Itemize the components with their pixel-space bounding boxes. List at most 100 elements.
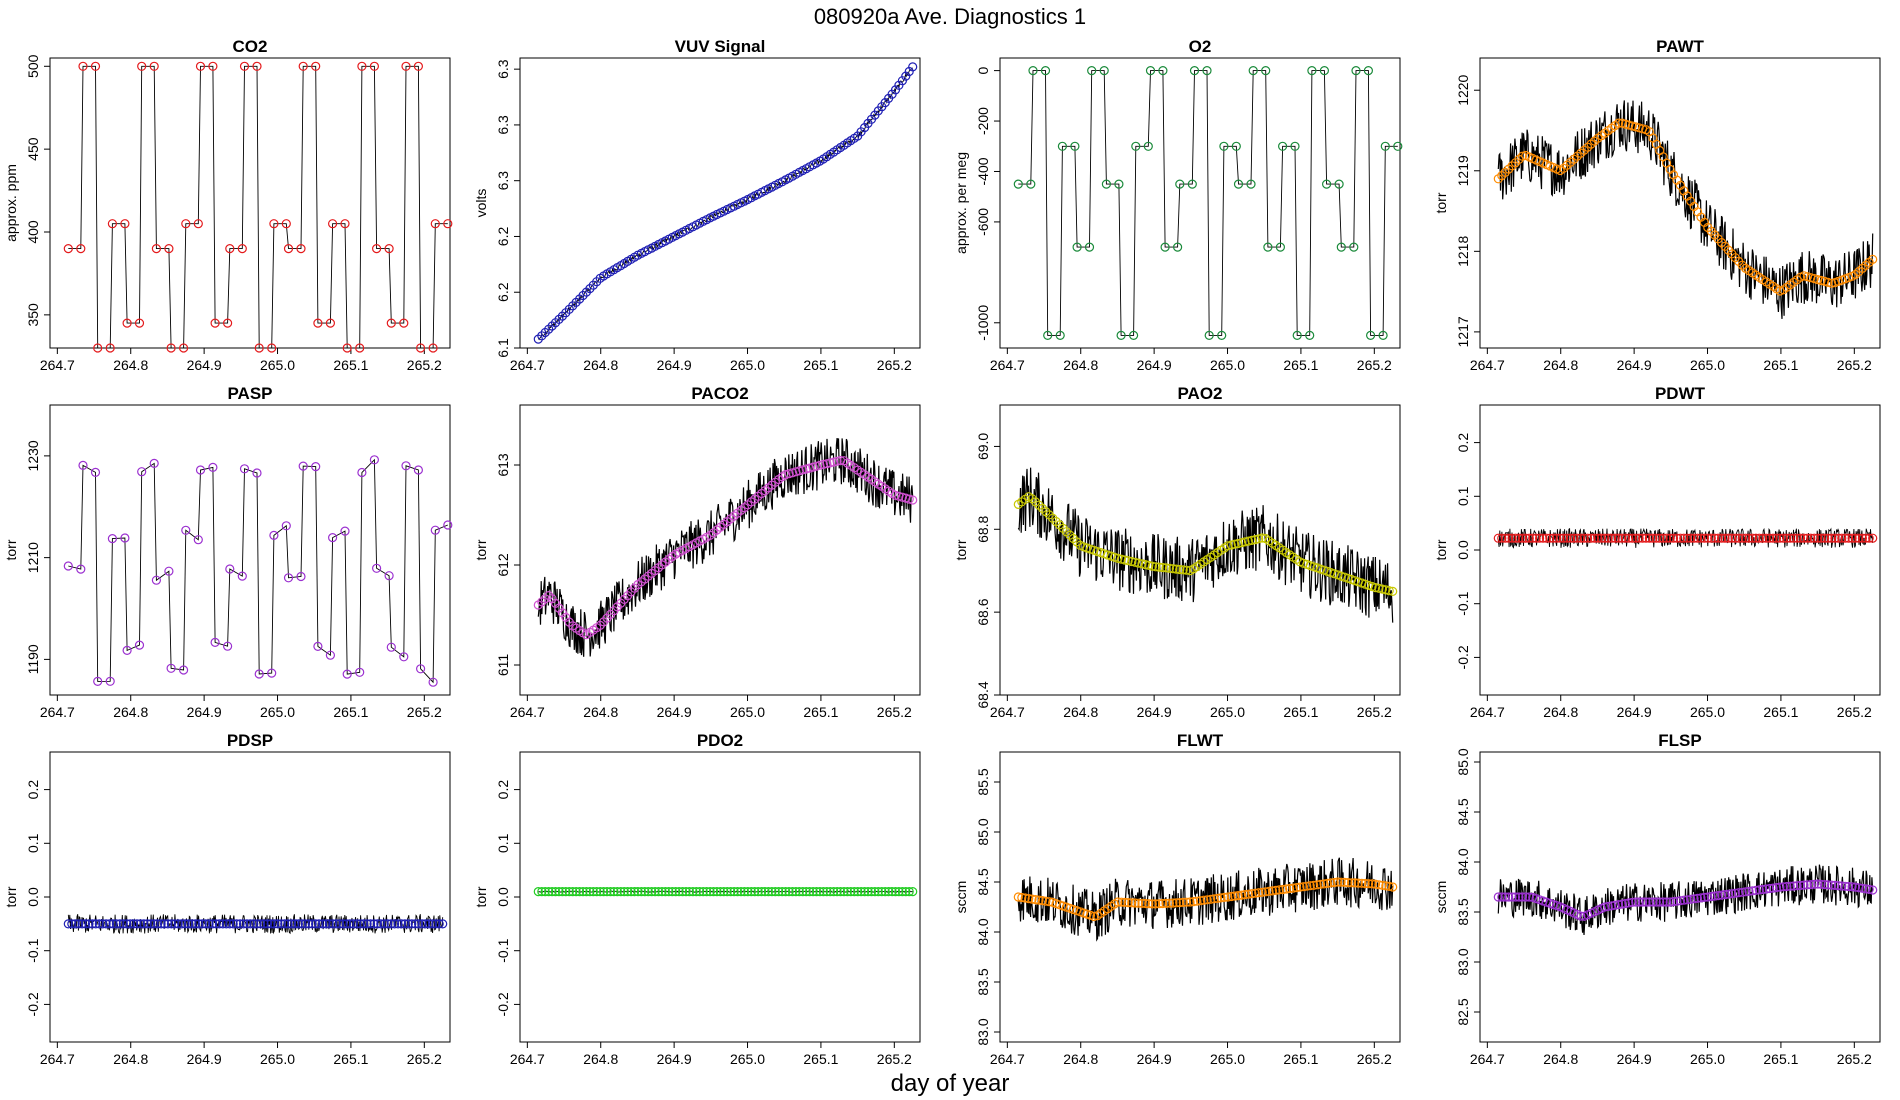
data-point <box>1202 65 1212 76</box>
data-point <box>1826 880 1837 890</box>
data-point <box>873 886 883 897</box>
data-point <box>1586 533 1596 543</box>
data-point <box>146 919 156 929</box>
y-tick-label: -600 <box>975 208 991 236</box>
data-point <box>1737 887 1747 897</box>
data-point <box>1290 141 1300 151</box>
data-point <box>1321 179 1332 189</box>
panel-title: PDSP <box>227 731 273 750</box>
data-point <box>1840 533 1850 543</box>
data-point <box>1233 538 1243 549</box>
data-point <box>1206 894 1216 904</box>
data-point <box>438 919 448 929</box>
data-point <box>93 343 103 353</box>
y-tick-label: 1218 <box>1455 236 1471 267</box>
data-point <box>822 886 832 897</box>
x-tick-label: 265.1 <box>1763 357 1798 373</box>
data-point <box>1178 565 1188 575</box>
panel-pao2: PAO2 torr 68.4 68.6 68.8 69.0 264.7 264.8 264.9 2… <box>953 384 1401 720</box>
data-point <box>877 886 887 897</box>
data-point <box>1672 896 1682 906</box>
data-point <box>705 886 715 897</box>
y-tick-label: 6.3 <box>495 171 511 191</box>
x-tick-label: 265.2 <box>1357 704 1392 720</box>
data-point <box>1816 533 1826 543</box>
data-point <box>1692 533 1703 543</box>
data-point <box>1514 892 1524 902</box>
data-point <box>1744 886 1754 896</box>
data-point <box>1133 898 1144 908</box>
x-tick-label: 265.0 <box>1690 704 1725 720</box>
data-point <box>1128 330 1139 340</box>
data-point <box>1084 242 1095 252</box>
x-tick-label: 265.2 <box>407 704 442 720</box>
data-point <box>372 563 382 573</box>
data-point <box>780 886 791 897</box>
data-point <box>650 886 660 897</box>
data-point <box>1785 881 1795 891</box>
series-line <box>68 65 448 349</box>
data-point <box>1837 881 1847 891</box>
plot-frame <box>519 751 921 1043</box>
panel-title: O2 <box>1189 37 1212 56</box>
data-point <box>362 919 372 929</box>
data-point <box>180 919 190 929</box>
data-point <box>1043 330 1053 340</box>
data-point <box>1706 891 1716 902</box>
x-tick-label: 264.8 <box>1543 704 1578 720</box>
data-point <box>372 919 382 929</box>
data-point <box>355 667 365 677</box>
data-point <box>276 919 286 929</box>
y-axis-label: approx. per meg <box>953 152 969 254</box>
data-point <box>767 886 777 897</box>
data-point <box>84 919 94 929</box>
data-point <box>763 886 774 897</box>
data-point <box>1236 538 1247 548</box>
data-point <box>254 343 264 353</box>
data-point <box>1624 898 1634 908</box>
data-point <box>1143 141 1153 151</box>
plot-frame <box>999 751 1401 1043</box>
data-point <box>1277 141 1288 151</box>
data-point <box>1696 533 1706 543</box>
data-point <box>1833 533 1843 543</box>
x-tick-label: 265.1 <box>1763 1051 1798 1067</box>
data-point <box>105 343 115 353</box>
data-point <box>1833 881 1843 891</box>
data-point <box>122 645 132 656</box>
panel-title: CO2 <box>233 37 268 56</box>
data-point <box>359 919 369 929</box>
data-point <box>1099 65 1109 76</box>
y-tick-label: 6.1 <box>495 338 511 358</box>
data-point <box>1160 242 1170 252</box>
data-point <box>1164 898 1175 908</box>
data-point <box>78 61 88 71</box>
data-point <box>829 457 839 467</box>
series-line <box>1017 857 1394 942</box>
data-point <box>818 459 829 469</box>
data-point <box>393 919 403 929</box>
data-point <box>1497 892 1507 902</box>
data-point <box>181 219 191 229</box>
data-point <box>677 886 688 897</box>
y-tick-label: 350 <box>25 303 41 327</box>
data-point <box>1187 179 1197 189</box>
data-point <box>897 886 908 897</box>
data-point <box>237 244 247 254</box>
data-point <box>407 919 417 929</box>
data-point <box>1806 533 1816 543</box>
data-point <box>780 470 791 480</box>
data-point <box>434 919 444 929</box>
data-point <box>732 886 743 897</box>
data-point <box>430 219 440 229</box>
data-point <box>105 676 115 686</box>
data-point <box>1545 533 1555 543</box>
data-point <box>1747 533 1758 543</box>
x-tick-label: 264.8 <box>1063 357 1098 373</box>
data-point <box>1305 881 1315 891</box>
x-tick-label: 264.7 <box>990 357 1025 373</box>
data-point <box>1219 141 1229 151</box>
data-point <box>1254 888 1264 898</box>
data-point <box>1648 533 1658 543</box>
data-point <box>1388 882 1398 892</box>
